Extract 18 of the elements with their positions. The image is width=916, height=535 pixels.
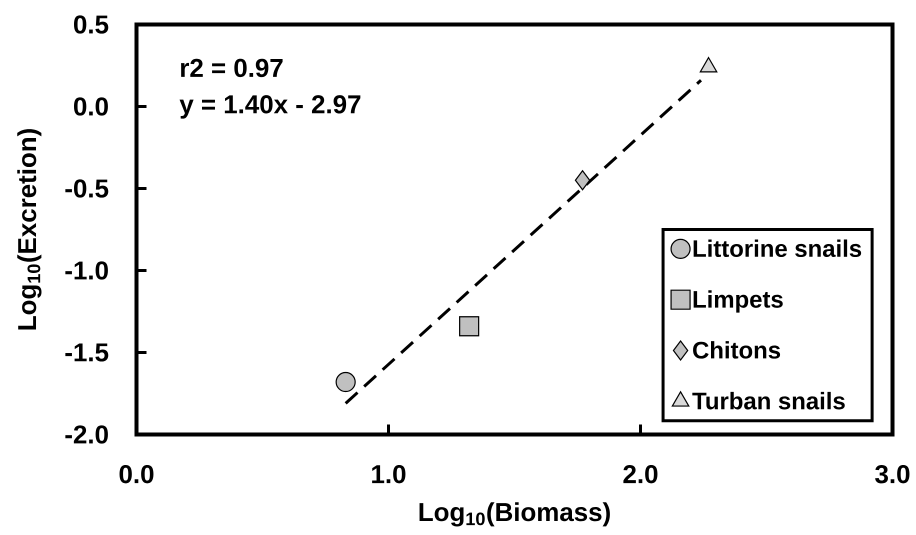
annotation: y = 1.40x - 2.97 xyxy=(180,95,360,119)
y-tick-label: -1.0 xyxy=(65,261,108,280)
x-tick-label: 3.0 xyxy=(875,465,910,484)
annotation: r2 = 0.97 xyxy=(181,58,283,78)
x-tick-label: 2.0 xyxy=(623,465,658,484)
x-tick-label: 1.0 xyxy=(372,465,406,484)
y-axis-title: Log$_{10}$(Excretion) xyxy=(17,129,42,330)
legend-label: Chitons xyxy=(693,341,780,359)
legend-label: Limpets xyxy=(694,290,783,313)
legend-label: Turban snails xyxy=(692,392,845,410)
y-tick-label: 0.0 xyxy=(74,97,108,116)
y-tick-label: 0.5 xyxy=(74,15,108,34)
x-axis-title: Log$_{10}$(Biomass) xyxy=(420,502,610,526)
y-tick-label: -0.5 xyxy=(65,179,108,198)
legend-label: Littorine snails xyxy=(694,239,862,258)
y-tick-label: -2.0 xyxy=(65,425,108,444)
x-tick-label: 0.0 xyxy=(120,465,154,484)
y-tick-label: -1.5 xyxy=(65,343,108,362)
